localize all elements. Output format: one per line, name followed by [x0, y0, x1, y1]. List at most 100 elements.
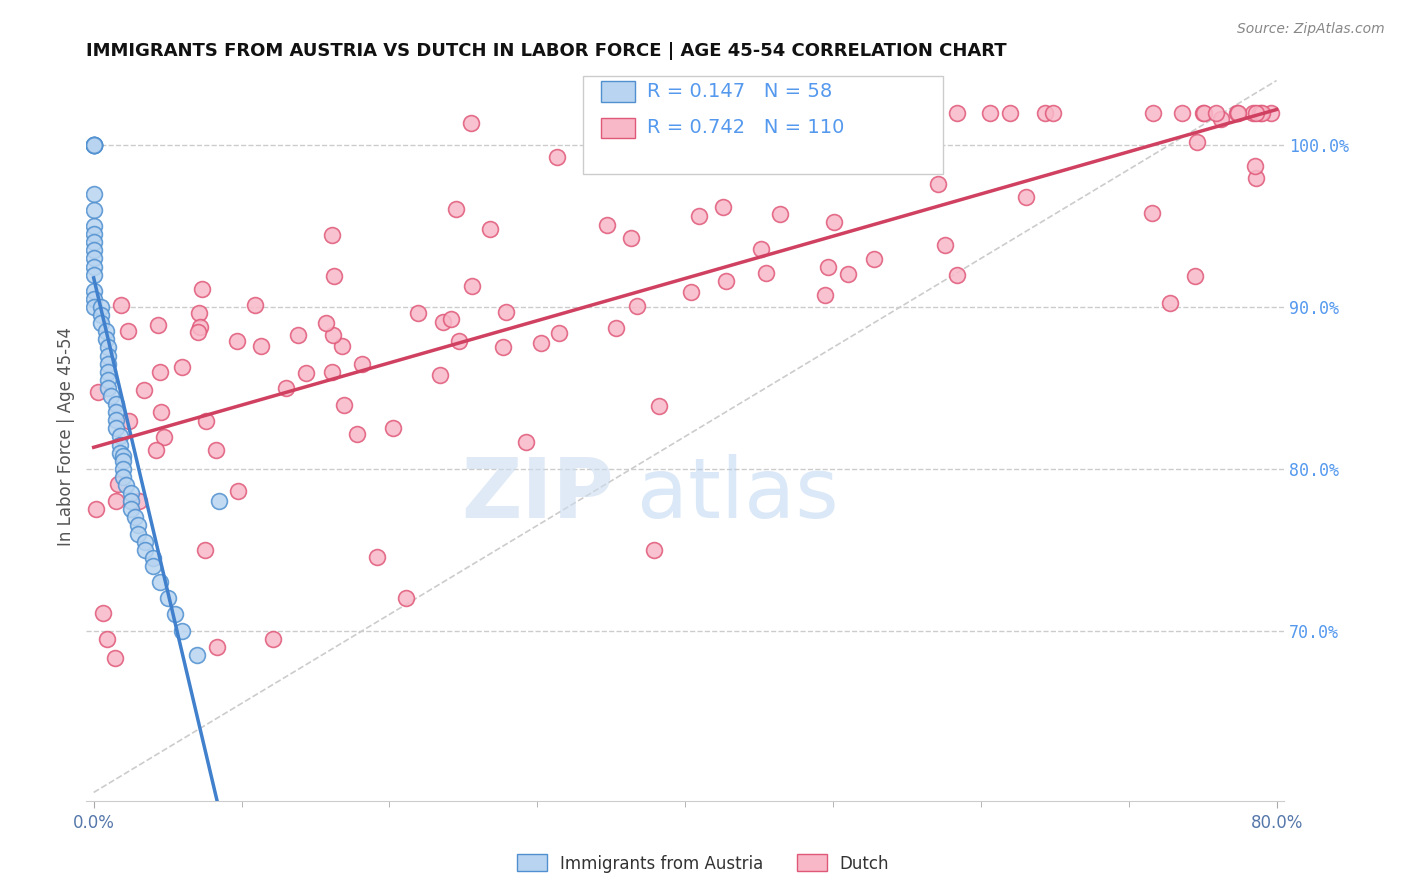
- Point: [97, 341, 120, 355]
- FancyBboxPatch shape: [583, 76, 942, 174]
- Point: [432, 314, 454, 328]
- Point: [889, 137, 911, 152]
- Point: [620, 231, 643, 245]
- Point: [395, 591, 418, 606]
- Point: [837, 267, 859, 281]
- Point: [1226, 106, 1249, 120]
- Point: [1171, 106, 1194, 120]
- Point: [927, 178, 949, 192]
- Point: [429, 368, 451, 383]
- Point: [1246, 170, 1268, 185]
- Point: [495, 304, 517, 318]
- Point: [187, 306, 209, 320]
- Point: [1205, 106, 1227, 120]
- Point: [97, 365, 120, 379]
- Point: [444, 202, 467, 216]
- Point: [191, 282, 214, 296]
- Point: [145, 443, 167, 458]
- Point: [1241, 106, 1264, 120]
- Point: [863, 252, 886, 266]
- Point: [934, 237, 956, 252]
- Point: [1015, 189, 1038, 203]
- Point: [127, 518, 149, 533]
- Point: [83, 138, 105, 153]
- Point: [823, 214, 845, 228]
- Point: [187, 325, 209, 339]
- Point: [83, 138, 105, 153]
- Point: [83, 268, 105, 282]
- Legend: Immigrants from Austria, Dutch: Immigrants from Austria, Dutch: [510, 847, 896, 880]
- Point: [461, 279, 484, 293]
- Point: [90, 308, 112, 322]
- Point: [979, 106, 1001, 120]
- Point: [117, 324, 139, 338]
- Point: [156, 591, 179, 606]
- Point: [112, 449, 135, 463]
- Point: [817, 260, 839, 275]
- Point: [132, 383, 155, 397]
- Point: [105, 493, 128, 508]
- Point: [146, 318, 169, 332]
- Point: [90, 316, 112, 330]
- Point: [249, 339, 271, 353]
- Point: [97, 381, 120, 395]
- Point: [814, 288, 837, 302]
- Point: [83, 138, 105, 153]
- Point: [124, 510, 146, 524]
- Point: [204, 442, 226, 457]
- Point: [547, 326, 569, 340]
- Point: [83, 202, 105, 217]
- Point: [120, 502, 142, 516]
- Point: [87, 384, 110, 399]
- Point: [440, 312, 463, 326]
- Point: [714, 274, 737, 288]
- Point: [647, 399, 669, 413]
- Point: [83, 227, 105, 242]
- Point: [195, 414, 218, 428]
- Point: [83, 260, 105, 274]
- Point: [1209, 112, 1232, 126]
- Point: [243, 298, 266, 312]
- Point: [596, 219, 619, 233]
- Point: [1185, 136, 1208, 150]
- Point: [226, 484, 249, 499]
- Point: [599, 138, 621, 153]
- Point: [946, 268, 969, 283]
- Point: [97, 357, 120, 371]
- Point: [83, 138, 105, 153]
- Point: [515, 434, 537, 449]
- Point: [262, 632, 284, 646]
- Point: [946, 106, 969, 120]
- Point: [150, 405, 173, 419]
- Point: [322, 327, 344, 342]
- Point: [492, 340, 515, 354]
- Point: [149, 366, 172, 380]
- Point: [1244, 106, 1267, 120]
- FancyBboxPatch shape: [602, 118, 636, 138]
- Point: [104, 413, 127, 427]
- Point: [112, 454, 135, 468]
- Point: [112, 470, 135, 484]
- Point: [605, 321, 627, 335]
- Point: [194, 543, 217, 558]
- Point: [83, 186, 105, 201]
- Point: [110, 445, 132, 459]
- Point: [149, 575, 172, 590]
- Point: [112, 462, 135, 476]
- Point: [115, 478, 138, 492]
- Point: [643, 542, 665, 557]
- Point: [83, 284, 105, 298]
- Point: [1140, 206, 1163, 220]
- Point: [225, 334, 247, 348]
- Text: R = 0.147   N = 58: R = 0.147 N = 58: [647, 82, 832, 101]
- Point: [382, 421, 405, 435]
- Point: [332, 398, 354, 412]
- Point: [287, 327, 309, 342]
- Point: [274, 381, 297, 395]
- Point: [104, 405, 127, 419]
- Point: [127, 526, 149, 541]
- Point: [1226, 106, 1249, 120]
- Point: [1159, 296, 1181, 310]
- FancyBboxPatch shape: [602, 81, 636, 102]
- Point: [84, 502, 107, 516]
